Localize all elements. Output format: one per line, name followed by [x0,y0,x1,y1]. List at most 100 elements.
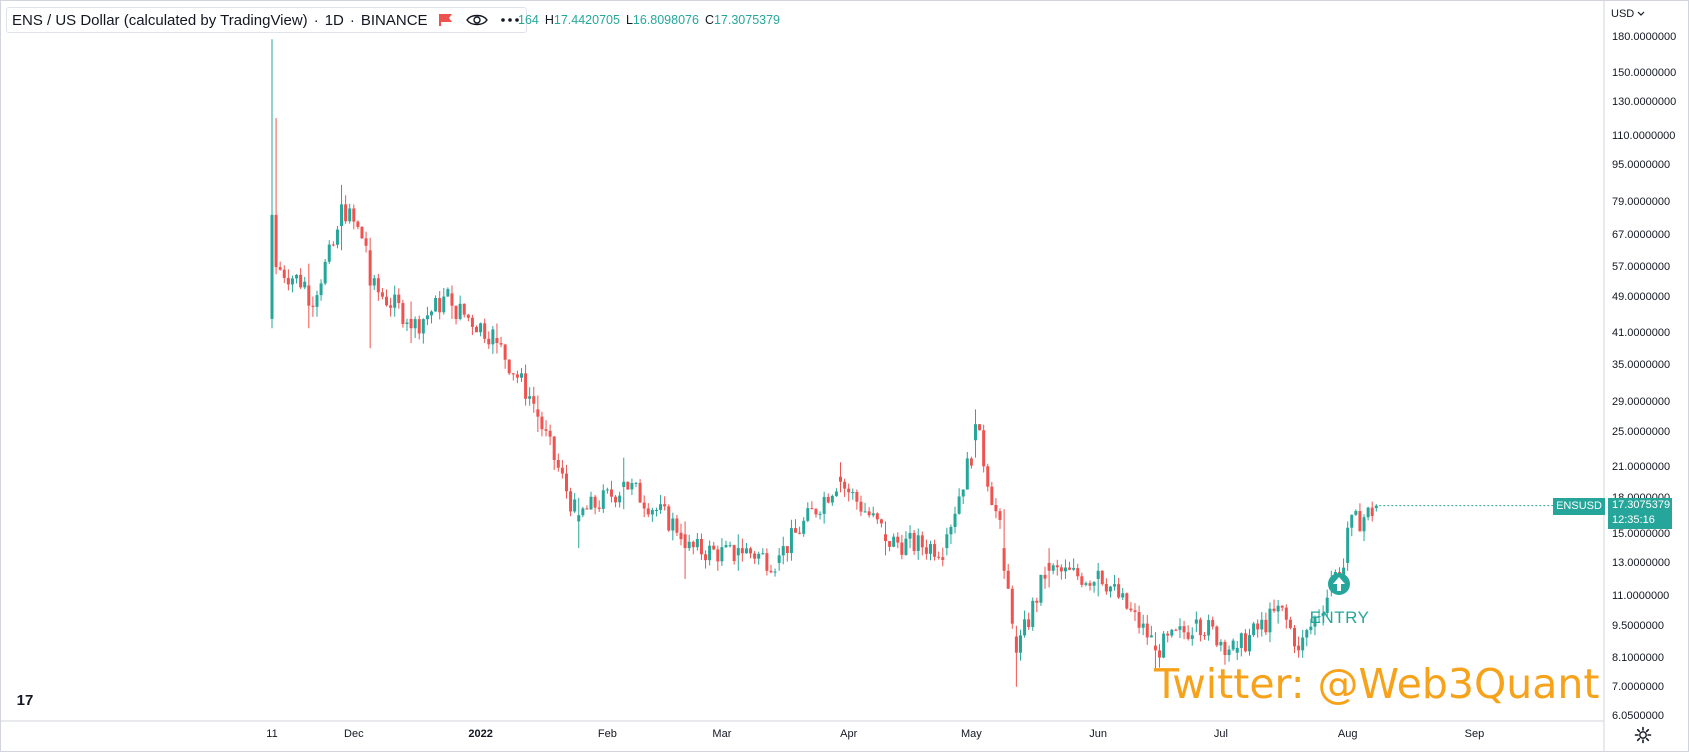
candle-body [1354,511,1358,515]
time-tick-label: Jun [1089,728,1108,740]
high-key: H [544,13,554,27]
candle-body [372,278,376,286]
more-dots-icon[interactable] [500,17,520,23]
candle-body [1235,647,1239,653]
candle-body [622,481,626,487]
candle-body [1252,623,1256,636]
candle-body [548,430,552,437]
candle-body [675,518,679,533]
candle-body [973,424,977,441]
candle-body [1133,610,1137,613]
candle-body [753,553,757,559]
currency-label[interactable]: USD [1611,8,1635,20]
chevron-down-icon [1637,11,1645,16]
candle-body [446,289,450,297]
candle-body [1276,605,1280,612]
candle-body [405,322,409,325]
candle-body [1088,583,1092,586]
candle-body [1174,629,1178,631]
candle-body [1018,635,1022,653]
currency-selector[interactable]: USD [1611,8,1645,20]
candle-body [1117,584,1121,598]
candle-body [626,481,630,490]
gear-icon[interactable] [1634,726,1652,744]
candle-body [810,508,814,510]
price-tick-label: 11.0000000 [1612,590,1670,603]
candle-body [769,570,773,573]
candle-body [556,459,560,468]
candle-body [1153,645,1157,651]
candle-body [802,520,806,534]
candle-body [998,511,1002,520]
candle-body [953,513,957,527]
candle-body [757,553,761,559]
candle-body [965,458,969,490]
candle-body [1248,635,1252,652]
candle-body [884,534,887,542]
eye-icon[interactable] [465,13,488,27]
candle-body [1129,608,1133,611]
candle-body [912,532,916,551]
time-tick-label: Jul [1213,728,1228,740]
candle-body [458,303,462,319]
tradingview-logo-icon[interactable]: 17 [8,686,42,714]
candle-body [683,534,687,549]
ohlc-low: L16.8098076 [626,13,699,27]
price-tick-label: 8.1000000 [1612,651,1664,664]
candle-body [1141,623,1145,628]
interval-label[interactable]: 1D [324,11,344,29]
candle-body [1059,567,1063,572]
price-tick-label: 150.0000000 [1612,67,1677,80]
candle-body [295,274,299,279]
candle-body [990,486,994,506]
candle-body [1158,650,1162,658]
candle-body [1027,619,1031,627]
candle-body [904,538,908,555]
candle-body [646,508,650,515]
candle-body [1047,562,1051,571]
candle-body [949,526,953,535]
candle-body [1211,620,1215,627]
candle-body [937,556,941,558]
candle-body [986,466,990,487]
time-tick-label: Apr [840,728,858,740]
price-tick-label: 13.0000000 [1612,556,1671,569]
candle-body [1076,568,1080,577]
close-key: C [704,13,714,27]
low-value: 16.8098076 [632,13,699,27]
candle-body [1207,620,1211,636]
time-tick-label: Dec [344,728,364,740]
candle-body [352,208,356,222]
price-tick-label: 67.0000000 [1612,228,1671,241]
candle-body [1219,641,1223,646]
candle-body [1272,608,1276,611]
candle-body [524,373,528,399]
candle-body [1198,619,1202,636]
candle-body [1215,626,1219,646]
candle-body [1006,570,1010,589]
exchange-label: BINANCE [360,11,428,29]
candle-body [335,229,339,245]
candle-body [896,536,900,543]
candle-body [1039,574,1043,603]
flag-icon[interactable] [438,13,454,27]
price-tick-label: 110.0000000 [1612,129,1676,142]
candle-body [1014,636,1018,653]
candle-body [1231,640,1235,650]
price-tick-label: 41.0000000 [1612,327,1671,340]
candle-body [1166,633,1170,636]
candle-body [1317,616,1321,618]
symbol-title[interactable]: ENS / US Dollar (calculated by TradingVi… [12,11,308,29]
candle-body [1137,612,1141,628]
candle-body [581,508,585,516]
candle-body [650,510,654,515]
candle-body [540,416,544,430]
candle-body [479,323,483,333]
candle-body [614,496,618,503]
symbol-info-bar[interactable]: ENS / US Dollar (calculated by TradingVi… [6,7,527,33]
candle-body [1194,619,1198,624]
candle-body [732,545,736,562]
candle-body [434,298,438,312]
candle-body [1325,597,1329,614]
